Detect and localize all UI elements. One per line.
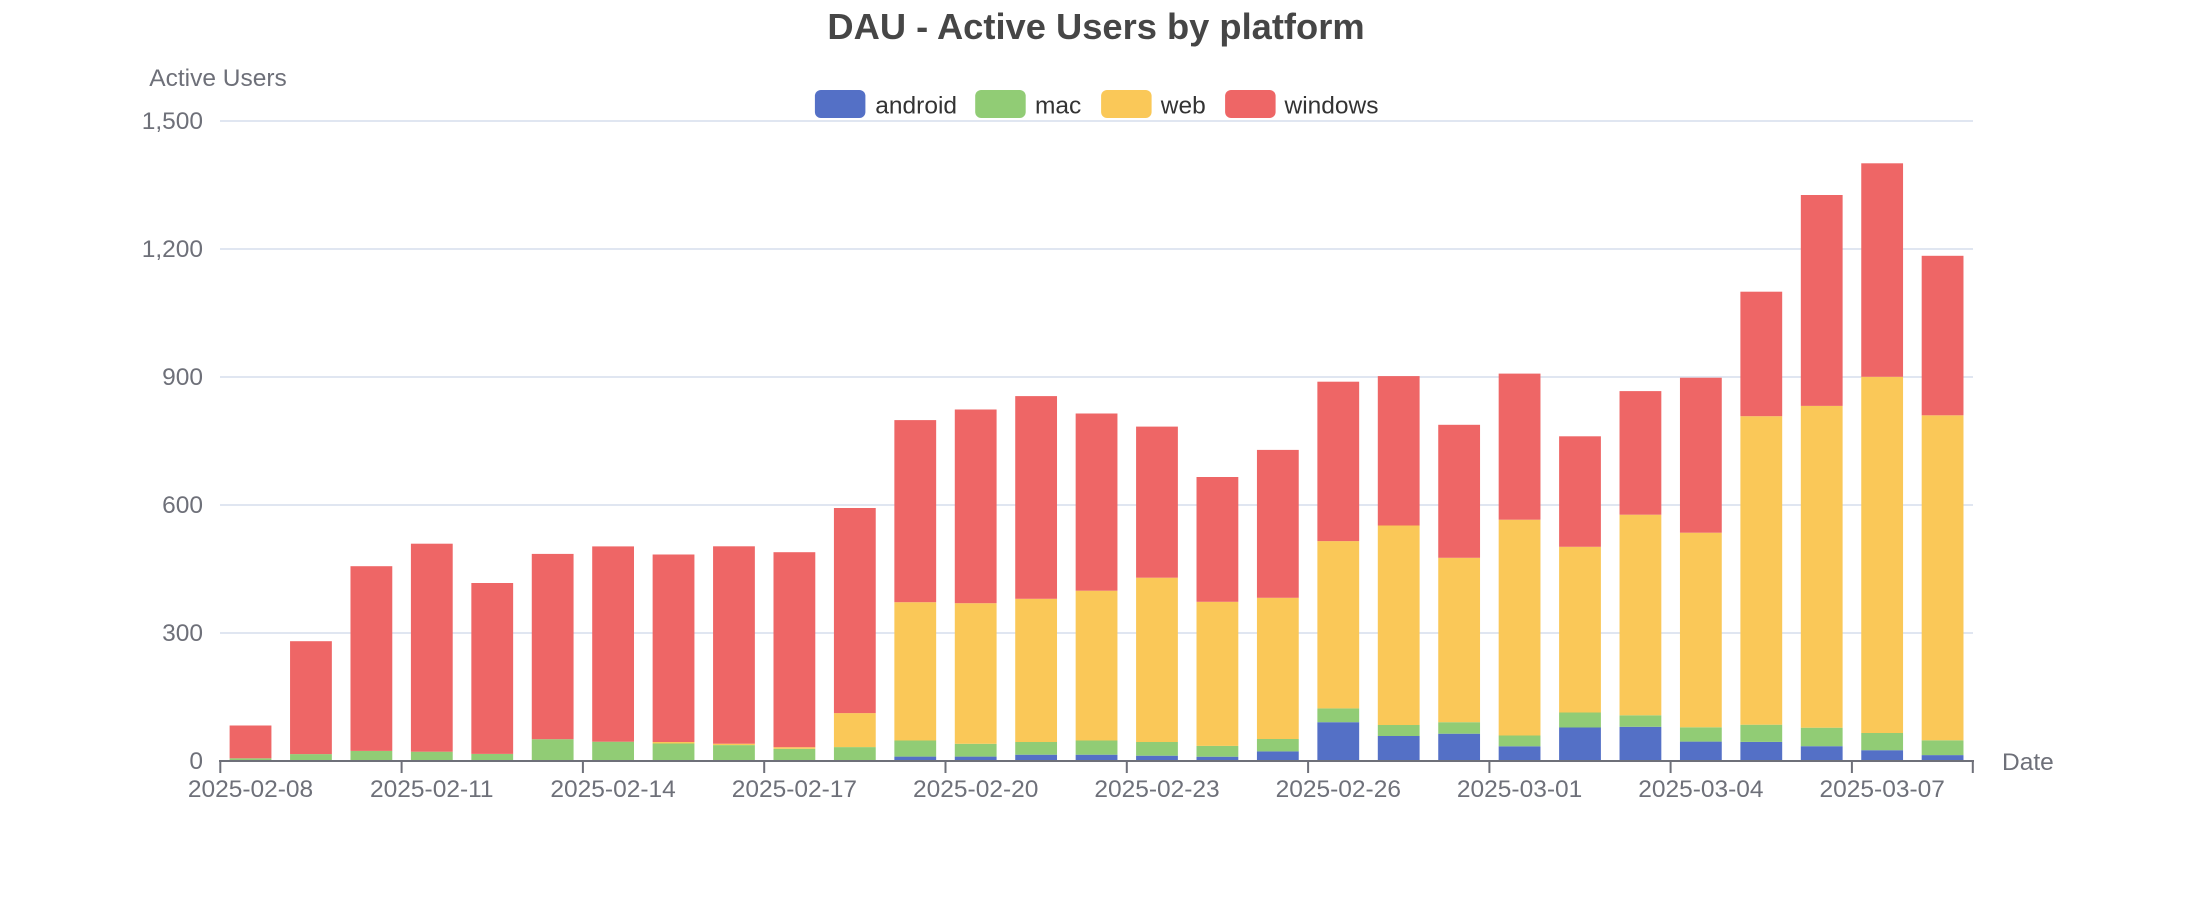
svg-text:android: android [875,92,957,119]
svg-text:2025-02-20: 2025-02-20 [913,776,1038,803]
svg-text:2025-03-04: 2025-03-04 [1638,776,1763,803]
svg-text:windows: windows [1284,92,1379,119]
svg-text:2025-03-07: 2025-03-07 [1820,776,1945,803]
svg-text:Active Users: Active Users [149,65,287,92]
svg-text:600: 600 [162,492,203,519]
svg-text:300: 300 [162,620,203,647]
svg-text:900: 900 [162,364,203,391]
svg-text:2025-02-14: 2025-02-14 [550,776,675,803]
svg-text:2025-03-01: 2025-03-01 [1457,776,1582,803]
svg-text:Date: Date [2002,749,2054,776]
svg-text:mac: mac [1035,92,1081,119]
svg-text:0: 0 [189,748,203,775]
svg-text:web: web [1160,92,1206,119]
svg-text:2025-02-23: 2025-02-23 [1094,776,1219,803]
svg-text:1,500: 1,500 [142,108,203,135]
svg-text:DAU - Active Users by platform: DAU - Active Users by platform [827,6,1364,47]
svg-text:2025-02-26: 2025-02-26 [1276,776,1401,803]
svg-text:1,200: 1,200 [142,236,203,263]
svg-text:2025-02-08: 2025-02-08 [188,776,313,803]
svg-text:2025-02-11: 2025-02-11 [370,776,494,803]
svg-text:2025-02-17: 2025-02-17 [732,776,857,803]
